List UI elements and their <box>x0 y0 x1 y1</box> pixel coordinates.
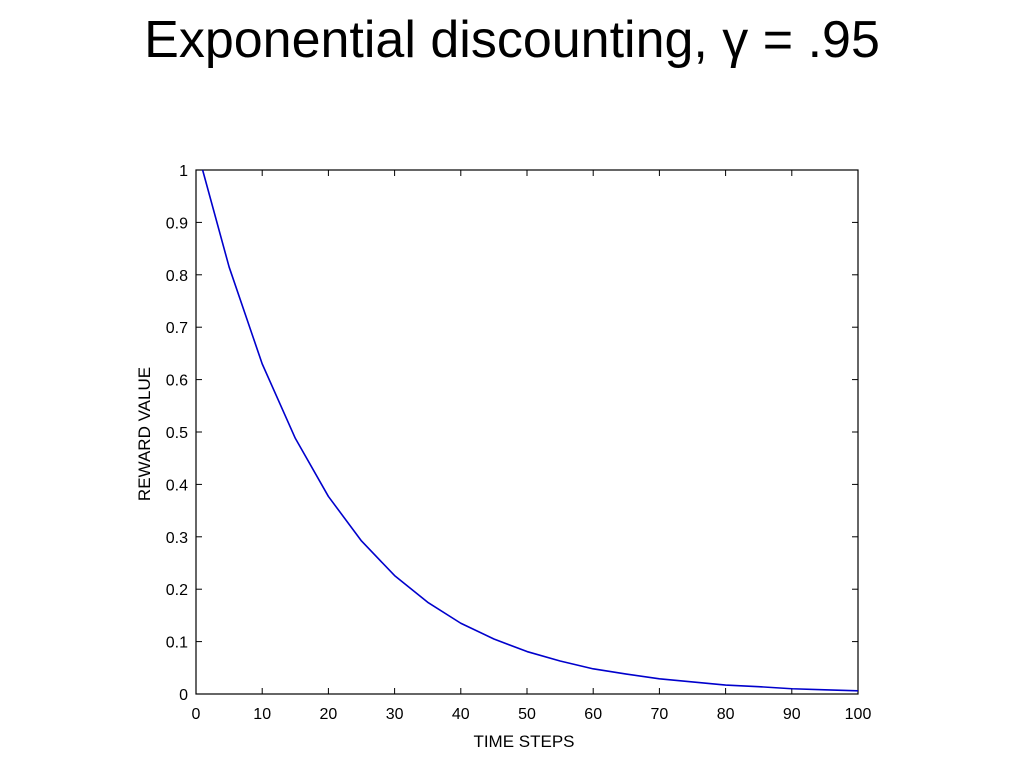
y-tick-label: 0.7 <box>166 320 188 337</box>
x-axis-label: TIME STEPS <box>473 732 574 751</box>
y-tick-label: 0.4 <box>166 477 188 494</box>
y-tick-label: 0.9 <box>166 215 188 232</box>
series-layer <box>201 169 859 692</box>
chart-title: Exponential discounting, γ = .95 <box>144 11 880 69</box>
x-tick-label: 20 <box>320 706 338 723</box>
series-line <box>201 169 859 692</box>
y-tick-label: 0.2 <box>166 582 188 599</box>
y-tick-label: 0.6 <box>166 373 188 390</box>
y-axis-label: REWARD VALUE <box>135 367 154 501</box>
y-tick-label: 0 <box>179 687 188 704</box>
y-tick-label: 0.3 <box>166 530 188 547</box>
axes <box>195 169 859 695</box>
y-tick-label: 0.5 <box>166 425 188 442</box>
y-tick-label: 1 <box>179 163 188 180</box>
x-tick-label: 30 <box>386 706 404 723</box>
ticks: 0 10 20 30 40 50 60 70 80 90 100 0 0.1 0.2 0.3 0.4 0.5 0.… <box>166 163 872 723</box>
x-tick-label: 40 <box>452 706 470 723</box>
x-tick-label: 80 <box>717 706 735 723</box>
x-tick-label: 100 <box>845 706 872 723</box>
y-tick-label: 0.1 <box>166 635 188 652</box>
x-tick-label: 0 <box>192 706 201 723</box>
x-tick-label: 10 <box>253 706 271 723</box>
plot-frame <box>195 169 859 695</box>
x-tick-label: 70 <box>651 706 669 723</box>
y-tick-label: 0.8 <box>166 268 188 285</box>
x-tick-label: 50 <box>518 706 536 723</box>
x-tick-label: 90 <box>783 706 801 723</box>
x-tick-label: 60 <box>584 706 602 723</box>
